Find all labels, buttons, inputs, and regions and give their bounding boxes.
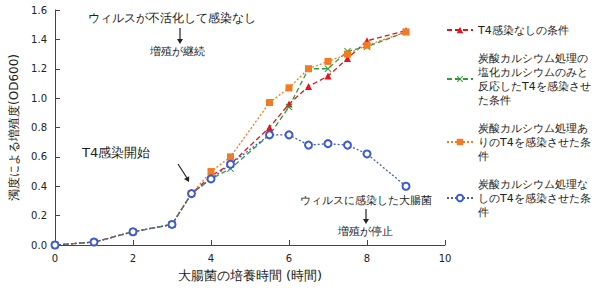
svg-text:0.6: 0.6 [31,151,47,162]
svg-text:1.4: 1.4 [31,34,47,45]
svg-text:10: 10 [439,253,452,264]
svg-text:T4感染なしの条件: T4感染なしの条件 [477,24,569,37]
svg-text:増殖が停止: 増殖が停止 [337,225,393,238]
svg-text:炭酸カルシウム処理な: 炭酸カルシウム処理な [478,178,588,191]
svg-text:大腸菌の培養時間 (時間): 大腸菌の培養時間 (時間) [178,268,322,283]
svg-text:件: 件 [478,150,489,163]
svg-text:た条件: た条件 [478,94,511,107]
svg-text:0.8: 0.8 [31,122,47,133]
svg-text:しのT4を感染させた条: しのT4を感染させた条 [478,192,591,205]
svg-text:6: 6 [286,253,292,264]
svg-text:炭酸カルシウム処理あ: 炭酸カルシウム処理あ [478,122,588,135]
svg-text:件: 件 [478,206,489,219]
svg-text:塩化カルシウムのみと: 塩化カルシウムのみと [477,66,588,79]
svg-text:ウィルスに感染した大腸菌: ウィルスに感染した大腸菌 [300,194,432,207]
svg-text:T4感染開始: T4感染開始 [81,145,150,160]
svg-text:0.0: 0.0 [31,240,47,251]
svg-text:ウィルスが不活化して感染なし: ウィルスが不活化して感染なし [88,11,256,25]
svg-text:りのT4を感染させた条: りのT4を感染させた条 [478,136,591,149]
svg-text:濁度による増殖度(OD600): 濁度による増殖度(OD600) [7,54,21,201]
svg-text:8: 8 [364,253,370,264]
svg-text:0: 0 [52,253,58,264]
svg-text:1.6: 1.6 [31,5,47,16]
svg-text:1.0: 1.0 [31,93,47,104]
svg-text:2: 2 [130,253,136,264]
svg-text:4: 4 [208,253,214,264]
svg-text:反応したT4を感染させ: 反応したT4を感染させ [478,80,591,93]
svg-text:0.2: 0.2 [31,210,47,221]
svg-text:0.4: 0.4 [31,181,47,192]
svg-text:増殖が継続: 増殖が継続 [149,45,205,58]
svg-text:1.2: 1.2 [31,63,47,74]
svg-text:炭酸カルシウム処理の: 炭酸カルシウム処理の [478,52,588,65]
